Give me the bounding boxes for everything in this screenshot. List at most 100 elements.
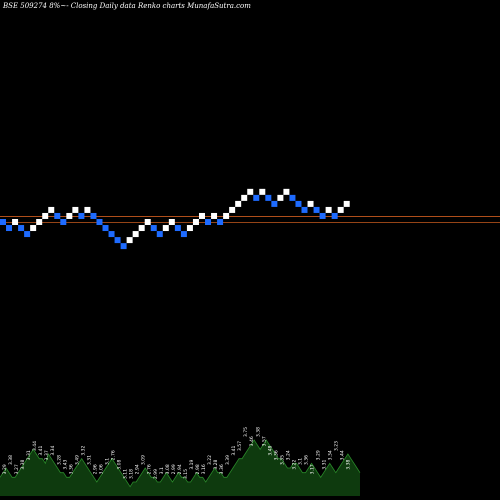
volume-label-24: 2.76: [147, 464, 153, 474]
volume-label-30: 3.15: [183, 469, 189, 479]
volume-label-38: 3.41: [231, 446, 237, 456]
volume-label-25: 2.99: [153, 469, 159, 479]
renko-brick-17: [102, 225, 109, 232]
renko-brick-22: [132, 231, 139, 238]
renko-brick-30: [180, 231, 187, 238]
volume-label-34: 3.22: [207, 455, 213, 465]
volume-label-9: 3.28: [56, 455, 62, 465]
renko-brick-25: [150, 225, 157, 232]
volume-label-21: 3.18: [129, 469, 135, 479]
volume-label-3: 3.38: [20, 460, 26, 470]
volume-label-45: 3.36: [273, 450, 279, 460]
volume-labels: 3.293.383.27 3.383.313.44 3.41 3.37 3.343.28…: [2, 427, 352, 479]
volume-label-32: 2.98: [195, 464, 201, 474]
volume-label-20: 3.11: [123, 469, 129, 479]
renko-brick-7: [42, 212, 49, 219]
volume-label-28: 2.99: [171, 464, 177, 474]
renko-brick-39: [235, 200, 242, 207]
volume-label-27: 3.08: [165, 464, 171, 474]
renko-brick-24: [144, 219, 151, 225]
renko-brick-15: [90, 212, 97, 219]
volume-label-23: 3.09: [141, 455, 147, 465]
chart-title: BSE 509274 8%~- Closing Daily data Renko…: [3, 2, 251, 10]
renko-brick-31: [186, 225, 193, 232]
renko-brick-45: [271, 200, 278, 207]
volume-label-56: 3.44: [340, 450, 346, 460]
renko-brick-8: [48, 206, 55, 213]
volume-label-40: 3.75: [243, 427, 249, 437]
volume-label-52: 3.29: [316, 450, 322, 460]
renko-brick-5: [30, 225, 37, 232]
volume-label-50: 3.36: [304, 455, 310, 465]
renko-brick-18: [108, 231, 115, 238]
volume-label-26: 3.1: [159, 467, 165, 474]
volume-label-0: 3.29: [2, 464, 8, 474]
renko-brick-9: [54, 212, 61, 219]
renko-brick-16: [96, 219, 103, 225]
renko-brick-56: [337, 206, 344, 213]
volume-label-57: 3.38: [346, 460, 352, 470]
renko-brick-4: [24, 231, 31, 238]
volume-label-43: 3.57: [261, 436, 267, 446]
renko-brick-50: [301, 206, 308, 213]
renko-brick-12: [72, 206, 79, 213]
renko-brick-54: [325, 206, 332, 213]
volume-label-18: 2.76: [111, 450, 117, 460]
renko-brick-14: [84, 206, 91, 213]
volume-label-29: 2.94: [177, 464, 183, 474]
renko-brick-34: [205, 219, 212, 225]
renko-brick-28: [168, 219, 175, 225]
renko-brick-3: [18, 225, 25, 232]
renko-brick-6: [36, 219, 43, 225]
renko-brick-36: [217, 219, 224, 225]
volume-label-6: 3.41: [38, 446, 44, 456]
renko-brick-46: [277, 194, 284, 201]
volume-label-42: 3.38: [255, 427, 261, 437]
renko-brick-47: [283, 188, 290, 195]
volume-label-2: 3.27: [14, 464, 20, 474]
volume-label-22: 2.94: [135, 464, 141, 474]
volume-label-54: 3.34: [328, 450, 334, 460]
renko-brick-57: [343, 200, 350, 207]
renko-brick-48: [289, 194, 296, 201]
renko-brick-35: [211, 212, 218, 219]
volume-label-16: 3.06: [98, 464, 104, 474]
volume-label-35: 3.28: [213, 460, 219, 470]
volume-label-1: 3.38: [8, 455, 14, 465]
renko-brick-37: [223, 212, 230, 219]
renko-brick-51: [307, 200, 314, 207]
volume-outline: [0, 439, 361, 488]
reference-lines: [0, 216, 500, 224]
volume-label-11: 3.36: [68, 464, 74, 474]
volume-label-41: 3.46: [249, 436, 255, 446]
renko-brick-11: [66, 212, 73, 219]
volume-label-46: 3.35: [279, 455, 285, 465]
volume-label-31: 3.19: [189, 460, 195, 470]
renko-brick-29: [174, 225, 181, 232]
volume-label-36: 3.36: [219, 464, 225, 474]
volume-area-chart: [0, 439, 361, 496]
renko-brick-42: [253, 194, 260, 201]
volume-label-33: 3.16: [201, 464, 207, 474]
renko-bricks: [0, 188, 350, 250]
renko-brick-32: [192, 219, 199, 225]
renko-brick-44: [265, 194, 272, 201]
volume-label-14: 3.31: [86, 455, 92, 465]
renko-brick-1: [6, 225, 13, 232]
renko-brick-23: [138, 225, 145, 232]
renko-brick-19: [114, 237, 121, 244]
renko-brick-55: [331, 212, 338, 219]
volume-label-17: 3.1: [105, 458, 111, 465]
renko-brick-21: [126, 237, 133, 244]
volume-label-49: 3.1: [297, 458, 303, 465]
volume-label-51: 3.17: [310, 464, 316, 474]
renko-brick-49: [295, 200, 302, 207]
renko-brick-0: [0, 219, 6, 225]
volume-label-4: 3.31: [26, 450, 32, 460]
renko-brick-2: [12, 219, 19, 225]
renko-brick-20: [120, 243, 127, 250]
renko-brick-27: [162, 225, 169, 232]
volume-label-12: 3.49: [74, 455, 80, 465]
